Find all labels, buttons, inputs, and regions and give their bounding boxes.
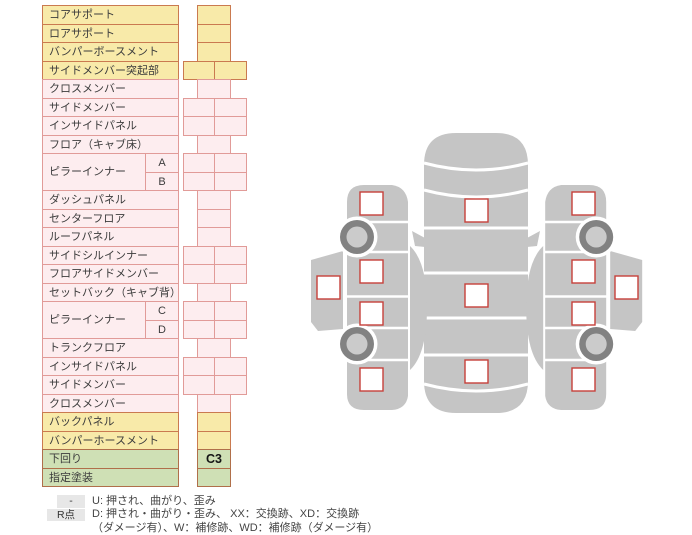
row-label: サイドメンバー <box>42 97 179 117</box>
damage-checkbox-right-rear-door[interactable] <box>571 301 596 326</box>
damage-cell[interactable] <box>197 282 231 302</box>
damage-checkbox-top-center[interactable] <box>464 283 489 308</box>
damage-cell[interactable] <box>214 97 247 117</box>
damage-cell[interactable] <box>183 356 215 376</box>
damage-cell[interactable] <box>197 338 231 358</box>
car-top-view <box>412 133 540 413</box>
left-front-wheel-icon <box>336 216 378 258</box>
damage-cell[interactable] <box>214 356 247 376</box>
damage-cell[interactable] <box>183 245 215 265</box>
row-label: フロア（キャブ床） <box>42 134 179 154</box>
damage-cell[interactable] <box>183 97 215 117</box>
right-rear-wheel-icon <box>575 323 617 365</box>
damage-cell[interactable] <box>197 134 231 154</box>
side-cabin <box>526 246 544 370</box>
damage-checkbox-left-rear-door[interactable] <box>359 301 384 326</box>
row-label: バンパーホースメント <box>42 430 179 450</box>
damage-checkbox-left-sill[interactable] <box>316 275 341 300</box>
damage-cell[interactable] <box>197 412 231 432</box>
left-mirror-icon <box>412 231 425 247</box>
damage-cell[interactable] <box>183 264 215 284</box>
damage-cell[interactable] <box>214 171 247 191</box>
row-sub-label: B <box>145 171 179 191</box>
damage-checkbox-top-rear[interactable] <box>464 359 489 384</box>
row-label: センターフロア <box>42 208 179 228</box>
damage-cell[interactable] <box>197 393 231 413</box>
damage-cell[interactable] <box>214 60 247 80</box>
damage-cell[interactable] <box>183 153 215 173</box>
damage-cell[interactable] <box>183 116 215 136</box>
row-label: ルーフパネル <box>42 227 179 247</box>
left-rear-wheel-icon <box>336 323 378 365</box>
row-label: バックパネル <box>42 412 179 432</box>
damage-cell[interactable] <box>214 153 247 173</box>
row-label: サイドシルインナー <box>42 245 179 265</box>
damage-cell[interactable] <box>214 245 247 265</box>
damage-checkbox-left-front-door[interactable] <box>359 259 384 284</box>
row-sub-label: C <box>145 301 179 321</box>
row-label: コアサポート <box>42 5 179 25</box>
right-front-wheel-icon <box>575 216 617 258</box>
damage-checkbox-right-front-door[interactable] <box>571 259 596 284</box>
row-label: ピラーインナー <box>42 301 146 339</box>
damage-checkbox-right-front-fender[interactable] <box>571 191 596 216</box>
damage-cell[interactable]: C3 <box>197 449 231 469</box>
damage-cell[interactable] <box>183 301 215 321</box>
damage-cell[interactable] <box>183 171 215 191</box>
damage-checkbox-top-front[interactable] <box>464 198 489 223</box>
damage-checkbox-right-rear-fender[interactable] <box>571 367 596 392</box>
damage-cell[interactable] <box>214 264 247 284</box>
row-label: インサイドパネル <box>42 356 179 376</box>
side-cabin <box>410 246 427 370</box>
damage-cell[interactable] <box>197 208 231 228</box>
row-label: サイドメンバー <box>42 375 179 395</box>
legend-key-rpoint: R点 <box>47 508 85 521</box>
row-label: ロアサポート <box>42 23 179 43</box>
row-label: サイドメンバー突起部 <box>42 60 179 80</box>
row-label: トランクフロア <box>42 338 179 358</box>
wheel-layer <box>336 216 617 365</box>
damage-cell[interactable] <box>197 5 231 25</box>
damage-checkbox-layer <box>316 191 639 392</box>
damage-cell[interactable] <box>197 79 231 99</box>
legend-key-u: - <box>57 495 85 508</box>
row-sub-label: D <box>145 319 179 339</box>
row-label: クロスメンバー <box>42 79 179 99</box>
row-label: 下回り <box>42 449 179 469</box>
damage-checkbox-left-front-fender[interactable] <box>359 191 384 216</box>
legend-text-u: U: 押され、曲がり、歪み <box>92 494 216 507</box>
damage-cell[interactable] <box>197 430 231 450</box>
row-label: クロスメンバー <box>42 393 179 413</box>
damage-cell[interactable] <box>214 319 247 339</box>
legend-text-rpoint-2: （ダメージ有）、W：補修跡、WD：補修跡（ダメージ有） <box>92 521 379 534</box>
damage-cell[interactable] <box>183 375 215 395</box>
damage-cell[interactable] <box>197 42 231 62</box>
row-label: ピラーインナー <box>42 153 146 191</box>
row-label: セットバック（キャブ背） <box>42 282 179 302</box>
row-sub-label: A <box>145 153 179 173</box>
damage-cell[interactable] <box>183 319 215 339</box>
legend-text-rpoint: D: 押され・曲がり・歪み、 XX：交換跡、XD：交換跡 <box>92 508 360 520</box>
row-label: インサイドパネル <box>42 116 179 136</box>
damage-cell[interactable] <box>214 301 247 321</box>
damage-cell[interactable] <box>183 60 215 80</box>
right-mirror-icon <box>527 231 540 247</box>
damage-checkbox-left-rear-fender[interactable] <box>359 367 384 392</box>
row-label: 指定塗装 <box>42 467 179 487</box>
damage-cell[interactable] <box>214 116 247 136</box>
damage-checkbox-right-sill[interactable] <box>614 275 639 300</box>
damage-cell[interactable] <box>214 375 247 395</box>
damage-cell[interactable] <box>197 23 231 43</box>
damage-cell[interactable] <box>197 227 231 247</box>
row-label: バンパーボースメント <box>42 42 179 62</box>
damage-cell[interactable] <box>197 190 231 210</box>
damage-cell[interactable] <box>197 467 231 487</box>
row-label: フロアサイドメンバー <box>42 264 179 284</box>
row-label: ダッシュパネル <box>42 190 179 210</box>
